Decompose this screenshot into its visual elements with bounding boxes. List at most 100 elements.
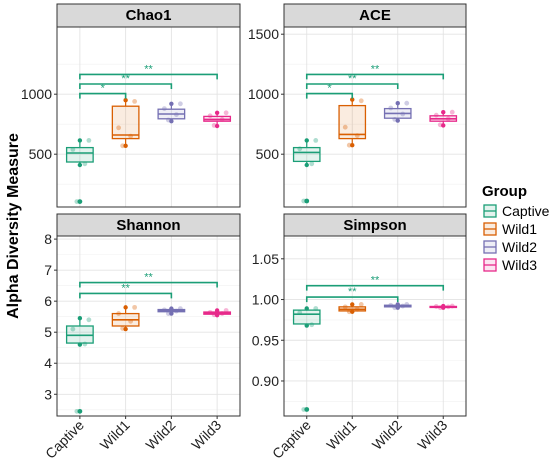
y-tick-label: 1500 — [248, 26, 279, 42]
whisker-end-point — [77, 342, 83, 347]
y-tick-label: 1000 — [248, 86, 279, 102]
whisker-end-point — [395, 302, 400, 307]
box-wild1 — [338, 97, 367, 148]
whisker-end-point — [123, 305, 128, 310]
data-point — [449, 109, 455, 115]
significance-bracket: * — [305, 83, 354, 99]
significance-label: ** — [121, 282, 130, 294]
legend-item-wild2: Wild2 — [483, 239, 537, 255]
panel-background — [284, 27, 466, 207]
bracket-line — [305, 284, 445, 291]
significance-label: ** — [144, 63, 153, 75]
box-wild2 — [383, 100, 412, 123]
x-tick-label: Captive — [269, 417, 314, 462]
legend: Group Captive Wild1 Wild2 Wild3 — [482, 183, 550, 273]
x-tick-label: Wild3 — [188, 417, 224, 453]
data-point — [177, 101, 183, 107]
significance-label: * — [327, 83, 332, 95]
data-point — [342, 124, 348, 130]
whisker-end-point — [214, 312, 220, 318]
x-tick-label: Wild3 — [414, 417, 450, 453]
bracket-line — [305, 83, 399, 89]
box-wild2 — [157, 306, 186, 316]
whisker-end-point — [77, 138, 83, 143]
whisker-end-point — [395, 101, 400, 106]
y-tick-label: 1000 — [21, 86, 52, 102]
bracket-line — [305, 73, 445, 80]
bracket-line — [305, 296, 399, 303]
y-tick-label: 500 — [29, 146, 53, 162]
significance-bracket: ** — [79, 63, 218, 80]
x-tick-label: Wild2 — [369, 417, 405, 453]
data-point — [358, 98, 364, 104]
y-axis-label: Alpha Diversity Measure — [5, 133, 22, 319]
whisker-end-point — [123, 98, 128, 103]
legend-title: Group — [482, 183, 527, 200]
whisker-end-point — [169, 311, 174, 316]
panel-title: Chao1 — [126, 7, 172, 24]
y-tick-label: 500 — [256, 146, 280, 162]
box-body — [111, 105, 140, 140]
box-wild2 — [157, 101, 186, 124]
data-point — [404, 100, 410, 106]
whisker-end-point — [123, 326, 128, 332]
whisker-end-point — [395, 118, 400, 123]
whisker-end-point — [77, 162, 83, 168]
y-tick-label: 0.90 — [252, 373, 279, 389]
box-body — [292, 146, 321, 163]
data-point — [223, 110, 229, 116]
whisker-end-point — [441, 110, 446, 115]
x-tick-label: Wild1 — [323, 417, 359, 453]
y-tick-label: 6 — [44, 293, 52, 309]
y-tick-label: 0.95 — [252, 332, 279, 348]
whisker-end-point — [304, 138, 309, 143]
box-body — [338, 104, 367, 140]
bracket-line — [79, 292, 173, 299]
box-wild1 — [111, 98, 140, 149]
y-tick-label: 1.00 — [252, 292, 279, 308]
box-wild3 — [429, 303, 458, 311]
box-wild3 — [203, 110, 232, 129]
whisker-end-point — [214, 110, 220, 116]
data-point — [132, 304, 138, 310]
significance-bracket: ** — [79, 272, 218, 288]
y-tick-label: 3 — [44, 386, 52, 402]
whisker-end-point — [350, 302, 355, 307]
box-captive — [292, 138, 321, 204]
x-tick-label: Wild1 — [97, 417, 133, 453]
outlier-point — [77, 408, 83, 414]
whisker-end-point — [123, 143, 128, 148]
box-body — [65, 146, 94, 163]
legend-item-wild3: Wild3 — [483, 257, 537, 273]
y-tick-label: 4 — [44, 355, 52, 371]
whisker-end-point — [441, 303, 446, 309]
data-point — [116, 125, 122, 131]
significance-bracket: ** — [79, 282, 173, 299]
data-point — [132, 99, 138, 104]
bracket-line — [79, 83, 173, 89]
whisker-end-point — [304, 306, 309, 311]
whisker-end-point — [169, 101, 174, 107]
significance-label: ** — [371, 275, 380, 287]
significance-label: * — [101, 83, 106, 95]
legend-label: Wild3 — [502, 257, 537, 273]
box-body — [292, 309, 321, 325]
box-wild3 — [429, 109, 458, 128]
significance-label: ** — [121, 73, 130, 85]
box-wild1 — [338, 302, 367, 315]
data-point — [358, 302, 364, 307]
whisker-end-point — [441, 123, 446, 128]
panel-shannon: Shannon 3 4 5 6 7 8 ** ** Captive Wild1 Wild2 Wild3 — [42, 213, 241, 462]
box-wild3 — [203, 308, 232, 318]
data-point — [313, 138, 319, 143]
panel-background — [284, 236, 466, 416]
bracket-line — [79, 73, 218, 80]
significance-bracket: ** — [305, 286, 399, 303]
outlier-point — [77, 199, 83, 205]
panel-border — [283, 235, 467, 417]
bracket-line — [79, 281, 218, 288]
significance-bracket: ** — [305, 275, 445, 291]
